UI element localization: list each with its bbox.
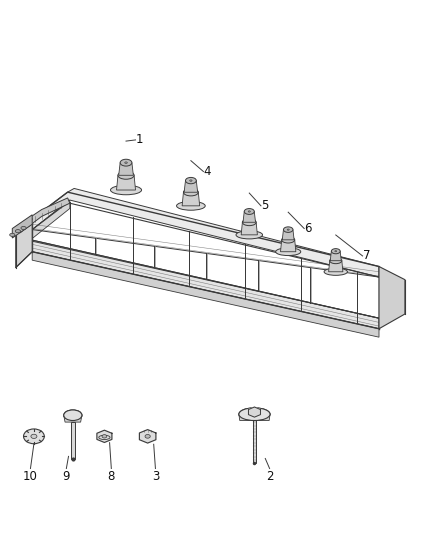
Ellipse shape [244,232,254,238]
Ellipse shape [64,410,82,421]
Text: 2: 2 [266,470,273,482]
Ellipse shape [331,269,340,274]
Polygon shape [139,430,156,443]
Ellipse shape [102,434,107,438]
Ellipse shape [24,429,44,443]
Ellipse shape [21,227,26,230]
Text: 1: 1 [136,133,144,147]
Ellipse shape [239,408,270,421]
Polygon shape [328,261,343,272]
Ellipse shape [121,187,131,193]
Ellipse shape [185,177,196,184]
Polygon shape [182,192,200,206]
Polygon shape [32,200,70,239]
Polygon shape [16,198,70,233]
Ellipse shape [283,227,293,232]
Polygon shape [330,251,341,261]
Ellipse shape [177,201,205,210]
Ellipse shape [287,229,289,230]
Ellipse shape [332,248,340,254]
Ellipse shape [120,159,132,166]
Ellipse shape [244,208,254,214]
Text: 3: 3 [152,470,159,482]
Polygon shape [32,252,379,337]
Ellipse shape [10,233,15,237]
Polygon shape [154,246,155,268]
Polygon shape [243,212,255,222]
Ellipse shape [125,162,127,164]
Ellipse shape [145,434,150,438]
Ellipse shape [190,180,192,181]
Ellipse shape [64,410,82,421]
Polygon shape [184,181,198,192]
Ellipse shape [335,251,337,252]
Polygon shape [205,253,207,279]
Ellipse shape [283,249,293,255]
Ellipse shape [15,230,21,233]
Polygon shape [32,241,379,329]
Ellipse shape [186,203,196,209]
Polygon shape [64,415,82,422]
Ellipse shape [31,434,37,439]
Polygon shape [16,219,32,268]
Ellipse shape [239,408,270,421]
Ellipse shape [242,219,256,225]
Text: 10: 10 [23,470,38,482]
Text: 7: 7 [363,249,371,262]
Polygon shape [119,163,133,175]
Polygon shape [280,240,296,252]
Polygon shape [95,238,96,254]
Polygon shape [117,175,135,190]
Polygon shape [248,407,261,417]
Ellipse shape [276,248,301,255]
Text: 9: 9 [63,470,70,482]
Polygon shape [97,430,112,442]
FancyBboxPatch shape [253,419,256,463]
Polygon shape [258,261,259,291]
Ellipse shape [236,231,262,239]
Polygon shape [241,222,258,235]
Ellipse shape [324,268,347,276]
Ellipse shape [184,189,198,196]
Text: 4: 4 [204,165,212,178]
Polygon shape [12,215,32,238]
Ellipse shape [110,185,141,195]
Text: 5: 5 [261,199,269,212]
Ellipse shape [330,258,342,264]
Text: 6: 6 [304,222,312,235]
Ellipse shape [282,237,295,243]
Ellipse shape [118,171,134,179]
Polygon shape [379,266,405,329]
Polygon shape [239,414,270,421]
Text: 8: 8 [108,470,115,482]
Polygon shape [310,268,311,303]
Polygon shape [282,230,294,240]
Polygon shape [32,189,379,277]
FancyBboxPatch shape [71,422,74,459]
Ellipse shape [248,211,251,212]
